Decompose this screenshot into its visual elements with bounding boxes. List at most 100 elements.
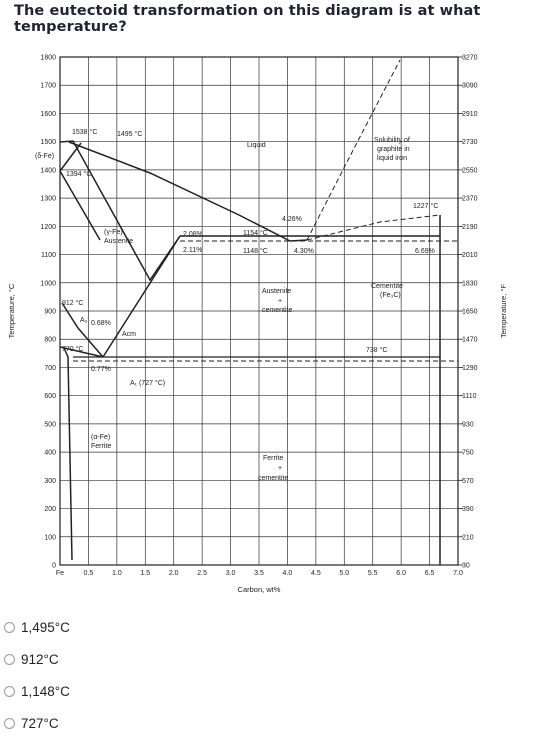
y-axis-left-title: Temperature, °C: [7, 283, 16, 338]
radio-button[interactable]: [4, 717, 15, 729]
x-tick-label: Fe: [56, 570, 64, 577]
label-1154: 1154 °C: [243, 229, 268, 237]
diagram-labels: 1538 °C 1495 °C (δ-Fe) 1394 °C Liquid So…: [35, 128, 438, 482]
label-a3: A₃: [80, 317, 88, 324]
x-tick-label: 2.5: [197, 570, 207, 577]
radio-button[interactable]: [4, 653, 15, 665]
gamma-boundary-line: [59, 170, 101, 241]
x-axis-ticks: Fe 0.5 1.0 1.5 2.0 2.5 3.0 3.5 4.0 4.5 5.0 5.5 6.0 6.…: [56, 570, 463, 577]
label-fer-cem-2: +: [278, 465, 282, 472]
y-tick-label-left: 1800: [40, 55, 56, 62]
question-text: The eutectoid transformation on this dia…: [14, 3, 481, 35]
y-tick-label-left: 300: [44, 478, 56, 485]
metastable-lines: [73, 59, 458, 362]
y-tick-label-right: 750: [462, 450, 474, 457]
option-label: 1,148°C: [21, 683, 70, 699]
x-axis-title: Carbon, wt%: [238, 585, 281, 594]
label-gamma-2: Austenite: [104, 238, 133, 245]
label-208: 2.08%: [183, 231, 203, 238]
graphite-solubility-line: [306, 59, 401, 241]
solidus-line: [59, 140, 181, 282]
label-211: 2.11%: [183, 247, 202, 254]
y-tick-label-left: 1600: [40, 111, 56, 118]
option-1495[interactable]: 1,495°C: [4, 616, 70, 638]
option-727[interactable]: 727°C: [4, 712, 59, 734]
label-acm: Acm: [122, 331, 136, 338]
y-tick-label-left: 1400: [40, 167, 56, 174]
y-tick-label-right: 2730: [462, 139, 478, 146]
label-430: 4.30%: [294, 248, 314, 255]
label-solubility-2: graphite in: [377, 146, 410, 153]
ferrite-solvus: [63, 347, 73, 561]
y-tick-label-left: 1100: [41, 252, 56, 259]
x-tick-label: 4.5: [311, 570, 321, 577]
x-tick-label: 6.0: [396, 570, 406, 577]
label-a1: A₁ (727 °C): [130, 379, 165, 387]
dash-dot-line: [306, 214, 441, 241]
label-aust-cem-2: +: [278, 298, 282, 305]
y-tick-label-right: 2010: [462, 252, 478, 259]
y-tick-label-right: 1830: [462, 280, 478, 287]
label-aust-cem-3: cementite: [262, 307, 292, 314]
x-tick-label: 6.5: [425, 570, 435, 577]
y-tick-label-right: 2550: [462, 167, 478, 174]
label-cementite-2: (Fe₃C): [380, 292, 401, 299]
y-tick-label-right: 30: [462, 563, 470, 570]
y-tick-label-left: 900: [44, 309, 56, 316]
y-tick-label-right: 2910: [462, 111, 478, 118]
x-tick-label: 7.0: [453, 570, 463, 577]
y-tick-label-left: 1500: [40, 139, 56, 146]
option-label: 727°C: [21, 715, 59, 731]
y-tick-label-right: 1650: [462, 309, 478, 316]
y-tick-label-right: 3270: [462, 55, 478, 62]
label-077: 0.77%: [91, 366, 111, 373]
y-tick-label-left: 500: [44, 421, 56, 428]
option-912[interactable]: 912°C: [4, 648, 59, 670]
option-label: 912°C: [21, 651, 59, 667]
radio-button[interactable]: [4, 621, 15, 633]
y-tick-label-left: 200: [44, 506, 56, 513]
y-tick-label-left: 400: [44, 450, 56, 457]
radio-button[interactable]: [4, 685, 15, 697]
label-solubility-1: Solubility of: [374, 137, 410, 144]
label-1495: 1495 °C: [117, 130, 142, 138]
y-tick-label-left: 0: [52, 563, 56, 570]
y-axis-right-ticks: 3270 3090 2910 2730 2550 2370 2190 2010 1830 1650…: [458, 55, 478, 570]
y-tick-label-right: 390: [462, 506, 474, 513]
label-fer-cem-3: cementite: [258, 475, 288, 482]
label-gamma-1: (γ-Fe): [104, 229, 123, 236]
y-tick-label-left: 1000: [40, 280, 56, 287]
label-solubility-3: liquid iron: [377, 155, 407, 162]
y-tick-label-left: 1700: [40, 83, 56, 90]
acm-line: [102, 235, 181, 358]
x-tick-label: 0.5: [84, 570, 94, 577]
label-426: 4.26%: [282, 216, 302, 223]
option-1148[interactable]: 1,148°C: [4, 680, 70, 702]
label-liquid: Liquid: [247, 142, 266, 149]
y-tick-label-left: 1200: [40, 224, 56, 231]
y-tick-label-left: 1300: [40, 196, 56, 203]
y-tick-label-right: 3090: [462, 83, 478, 90]
y-tick-label-right: 570: [462, 478, 474, 485]
label-1148: 1148 °C: [243, 247, 268, 255]
y-tick-label-right: 1110: [462, 393, 477, 400]
a3-line: [61, 302, 104, 358]
label-669: 6.69%: [415, 248, 435, 255]
x-tick-label: 1.5: [140, 570, 150, 577]
label-1538: 1538 °C: [72, 128, 97, 136]
y-tick-label-left: 600: [44, 393, 56, 400]
label-912: 912 °C: [62, 299, 83, 307]
y-tick-label-right: 2190: [462, 224, 478, 231]
x-tick-label: 4.0: [283, 570, 293, 577]
label-738: 738 °C: [366, 346, 387, 354]
delta-region-line: [59, 142, 82, 172]
y-tick-label-right: 930: [462, 421, 474, 428]
label-alpha-1: (α-Fe): [91, 434, 110, 441]
x-tick-label: 5.0: [339, 570, 349, 577]
x-tick-label: 1.0: [112, 570, 122, 577]
label-cementite-1: Cementite: [371, 283, 403, 290]
phase-boundaries: [59, 140, 440, 561]
y-axis-left-ticks: 1800170016001500140013001200110010009008…: [40, 55, 56, 570]
x-tick-label: 5.5: [368, 570, 378, 577]
magnetic-line: [59, 346, 104, 358]
